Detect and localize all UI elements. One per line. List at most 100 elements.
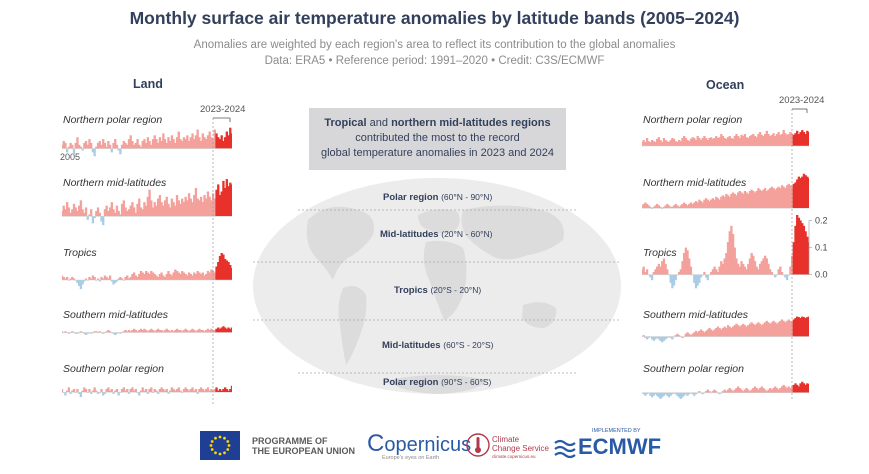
anomaly-bar — [163, 139, 167, 149]
anomaly-bar — [767, 389, 770, 393]
anomaly-bar — [196, 129, 199, 149]
anomaly-bar — [745, 388, 748, 393]
anomaly-bar — [136, 277, 139, 280]
anomaly-bar — [801, 176, 804, 209]
anomaly-bar — [699, 274, 703, 278]
anomaly-bar — [179, 330, 182, 333]
anomaly-bar — [770, 134, 774, 146]
anomaly-bar — [715, 328, 718, 337]
anomaly-bar — [801, 223, 804, 275]
anomaly-bar — [681, 261, 684, 275]
anomaly-bar — [163, 277, 167, 280]
anomaly-bar — [230, 184, 232, 217]
anomaly-bar — [652, 392, 655, 396]
anomaly-bar — [208, 131, 211, 149]
anomaly-bar — [182, 330, 186, 333]
anomaly-bar — [799, 383, 802, 393]
anomaly-bar — [691, 392, 694, 395]
anomaly-bar — [78, 392, 81, 394]
anomaly-bar — [119, 214, 122, 217]
ocean-northern-polar-chart — [642, 130, 809, 147]
anomaly-bar — [677, 272, 681, 275]
anomaly-bar — [86, 392, 89, 393]
anomaly-bar — [222, 180, 225, 217]
anomaly-bar — [784, 188, 787, 209]
anomaly-bar — [100, 216, 103, 222]
anomaly-bar — [726, 389, 730, 393]
anomaly-bar — [160, 330, 163, 333]
anomaly-bar — [731, 234, 735, 275]
anomaly-bar — [801, 130, 804, 146]
anomaly-bar — [148, 330, 151, 333]
anomaly-bar — [187, 390, 191, 393]
anomaly-bar — [96, 207, 100, 217]
anomaly-bar — [689, 138, 693, 146]
anomaly-bar — [119, 277, 122, 280]
anomaly-bar — [191, 387, 194, 393]
anomaly-bar — [105, 277, 108, 280]
anomaly-bar — [760, 386, 763, 393]
anomaly-bar — [148, 389, 151, 393]
anomaly-bar — [122, 200, 125, 217]
anomaly-bar — [785, 320, 789, 337]
anomaly-bar — [72, 278, 76, 280]
anomaly-bar — [172, 389, 175, 393]
anomaly-bar — [657, 137, 661, 146]
anomaly-bar — [108, 331, 112, 333]
anomaly-bar — [656, 138, 659, 146]
anomaly-bar — [726, 195, 730, 209]
anomaly-bar — [713, 199, 716, 209]
anomaly-bar — [108, 275, 112, 280]
anomaly-bar — [167, 330, 170, 333]
anomaly-bar — [730, 193, 733, 209]
anomaly-bar — [143, 274, 146, 280]
anomaly-bar — [184, 328, 187, 333]
anomaly-bar — [186, 330, 189, 333]
anomaly-bar — [136, 203, 139, 217]
anomaly-bar — [804, 175, 807, 209]
anomaly-bar — [797, 317, 801, 337]
anomaly-bar — [225, 260, 229, 280]
anomaly-bar — [733, 136, 736, 146]
anomaly-bar — [138, 198, 141, 217]
anomaly-bar — [218, 195, 222, 217]
anomaly-bar — [69, 142, 72, 149]
anomaly-bar — [679, 269, 682, 275]
anomaly-bar — [742, 323, 745, 337]
anomaly-bar — [642, 140, 645, 146]
anomaly-bar — [110, 389, 113, 393]
anomaly-bar — [229, 127, 232, 149]
anomaly-bar — [644, 272, 647, 275]
anomaly-bar — [659, 206, 662, 209]
anomaly-bar — [182, 272, 186, 280]
anomaly-bar — [767, 322, 770, 337]
anomaly-bar — [659, 140, 662, 146]
anomaly-bar — [706, 199, 709, 209]
anomaly-bar — [713, 138, 716, 146]
anomaly-bar — [799, 178, 802, 209]
anomaly-bar — [657, 392, 661, 398]
anomaly-bar — [654, 336, 657, 340]
band-tropics: Tropics (20°S - 20°N) — [394, 285, 482, 296]
anomaly-bar — [175, 137, 179, 149]
ocean-northern-mid-label: Northern mid-latitudes — [643, 177, 747, 189]
anomaly-bar — [774, 189, 777, 209]
anomaly-bar — [671, 206, 674, 209]
anomaly-bar — [683, 392, 686, 396]
anomaly-bar — [669, 206, 672, 209]
anomaly-bar — [100, 277, 103, 280]
anomaly-bar — [659, 336, 662, 341]
anomaly-bar — [88, 214, 91, 217]
anomaly-bar — [174, 205, 177, 217]
anomaly-bar — [115, 144, 119, 149]
anomaly-bar — [129, 389, 132, 393]
anomaly-bar — [656, 336, 659, 338]
anomaly-bar — [217, 390, 220, 393]
anomaly-bar — [777, 269, 780, 275]
anomaly-bar — [134, 212, 137, 217]
anomaly-bar — [79, 200, 83, 217]
anomaly-bar — [801, 381, 804, 393]
anomaly-bar — [684, 333, 688, 337]
anomaly-bar — [661, 208, 664, 209]
anomaly-bar — [169, 274, 172, 280]
